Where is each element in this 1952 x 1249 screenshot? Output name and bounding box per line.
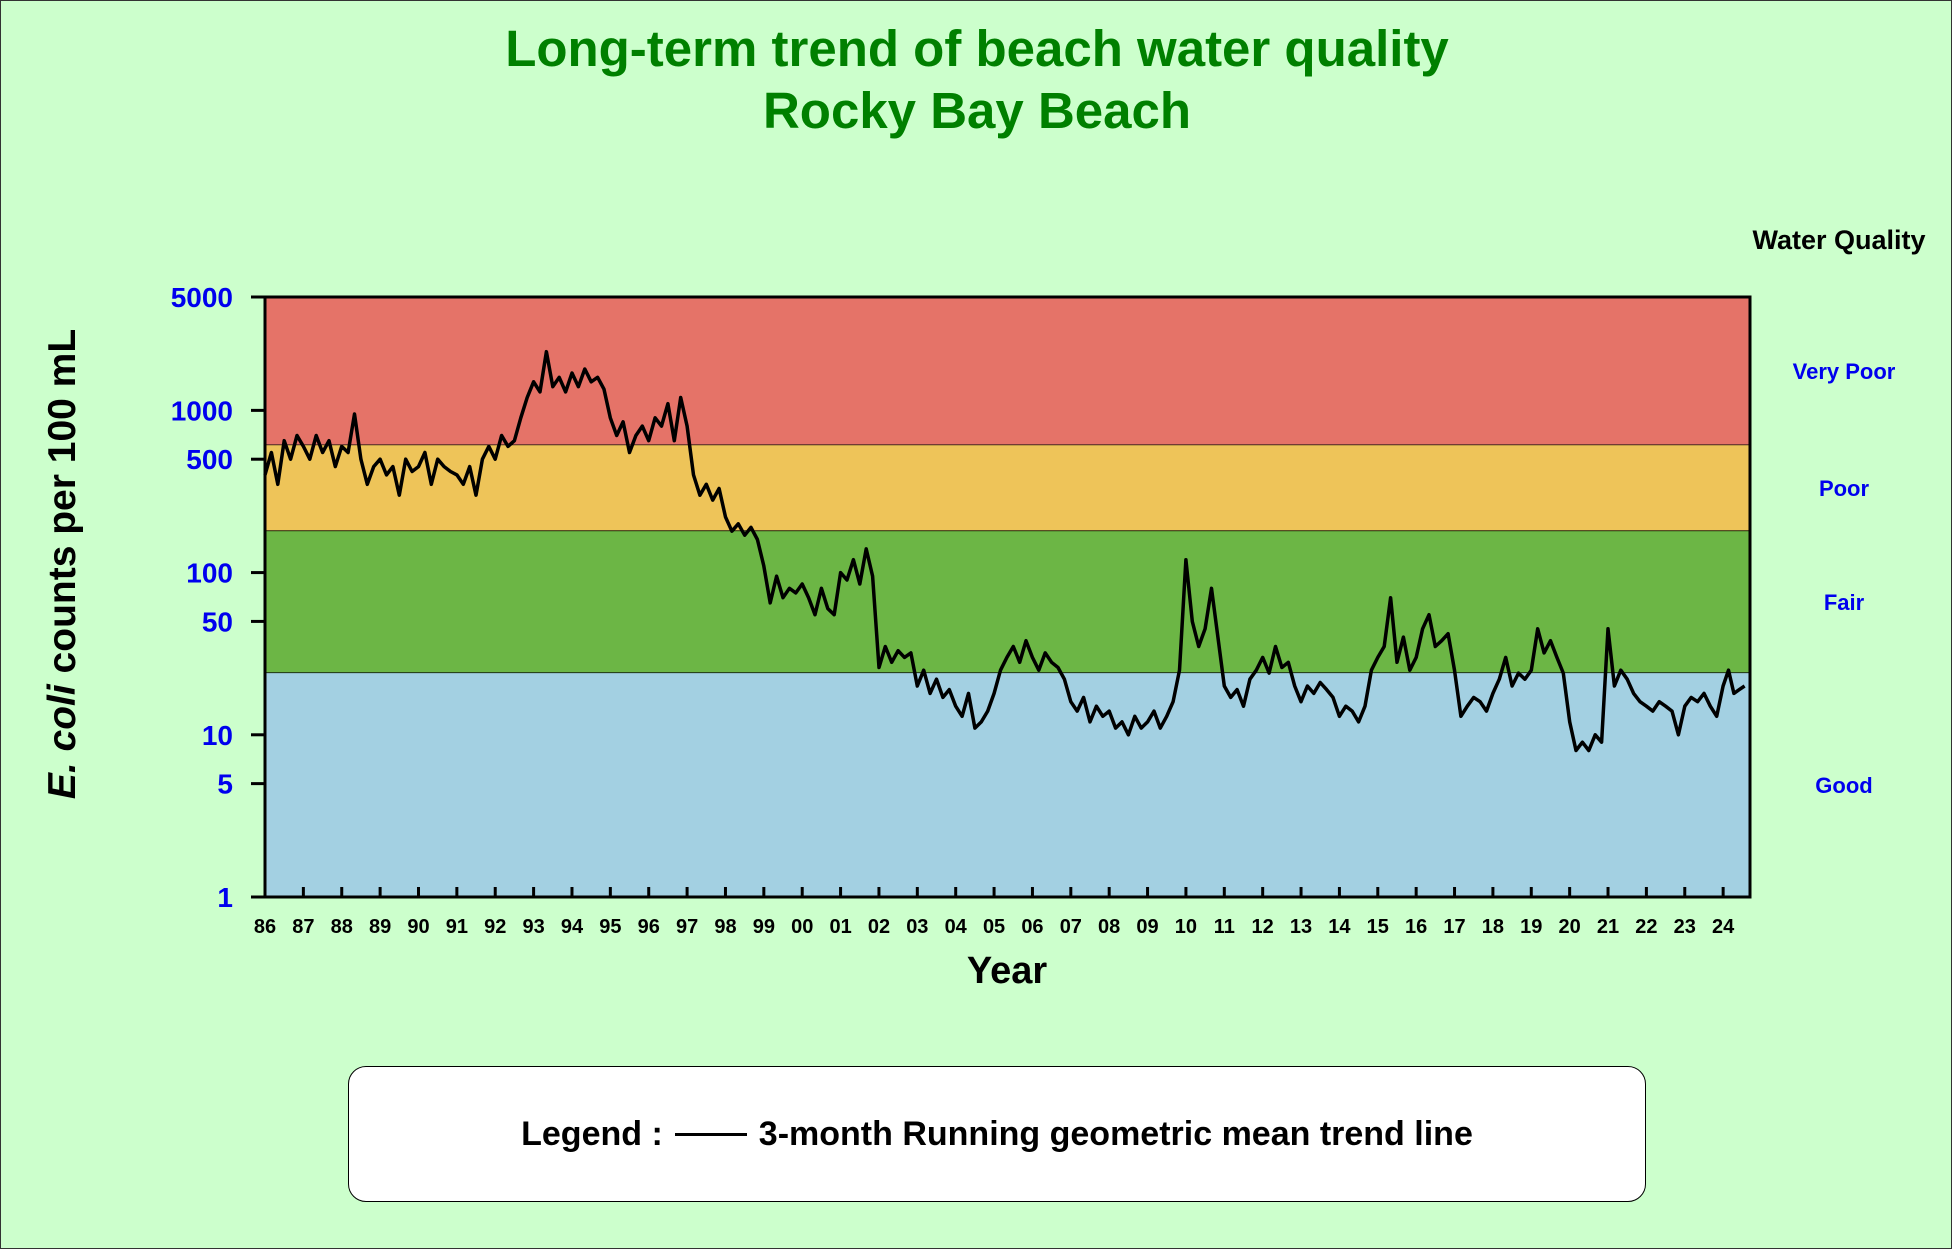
x-tick-label: 23 <box>1674 916 1696 938</box>
x-tick-label: 97 <box>676 916 698 938</box>
x-tick-label: 98 <box>714 916 736 938</box>
band-fair <box>265 531 1750 674</box>
x-tick-label: 08 <box>1098 916 1120 938</box>
x-tick-label: 90 <box>407 916 429 938</box>
x-tick-label: 09 <box>1136 916 1158 938</box>
x-tick-label: 94 <box>561 916 584 938</box>
x-tick-label: 15 <box>1367 916 1389 938</box>
x-tick-label: 95 <box>599 916 621 938</box>
y-axis-title-italic: E. coli <box>41 683 84 799</box>
x-tick-label: 07 <box>1060 916 1082 938</box>
legend-label: 3-month Running geometric mean trend lin… <box>758 1114 1473 1153</box>
x-tick-label: 21 <box>1597 916 1619 938</box>
x-tick-label: 20 <box>1559 916 1581 938</box>
x-tick-label: 24 <box>1712 916 1735 938</box>
x-tick-label: 92 <box>484 916 506 938</box>
band-label: Very Poor <box>1793 359 1896 384</box>
x-tick-label: 88 <box>331 916 353 938</box>
x-tick-label: 19 <box>1520 916 1542 938</box>
x-tick-label: 14 <box>1328 916 1351 938</box>
x-tick-label: 91 <box>446 916 468 938</box>
x-tick-label: 87 <box>292 916 314 938</box>
band-label: Poor <box>1819 476 1870 501</box>
y-tick-label: 1000 <box>171 395 233 426</box>
y-tick-label: 1 <box>217 882 233 913</box>
x-tick-label: 05 <box>983 916 1005 938</box>
y-tick-label: 5 <box>217 769 233 800</box>
x-tick-label: 89 <box>369 916 391 938</box>
x-tick-label: 06 <box>1021 916 1043 938</box>
x-tick-label: 11 <box>1214 916 1235 938</box>
x-tick-label: 22 <box>1635 916 1657 938</box>
x-tick-label: 10 <box>1175 916 1197 938</box>
band-poor <box>265 445 1750 532</box>
band-title: Water Quality <box>1752 225 1925 255</box>
band-very-poor <box>265 297 1750 446</box>
x-tick-label: 02 <box>868 916 890 938</box>
x-tick-label: 03 <box>906 916 928 938</box>
legend-box: Legend : 3-month Running geometric mean … <box>348 1066 1646 1202</box>
chart-subtitle: Rocky Bay Beach <box>762 82 1192 139</box>
band-label: Good <box>1815 773 1872 798</box>
y-tick-label: 10 <box>202 720 233 751</box>
plot-frame <box>263 295 1752 899</box>
band-label: Fair <box>1824 590 1865 615</box>
x-tick-label: 16 <box>1405 916 1427 938</box>
x-axis-title: Year <box>967 950 1048 992</box>
x-tick-label: 00 <box>791 916 813 938</box>
x-tick-label: 13 <box>1290 916 1312 938</box>
chart-title: Long-term trend of beach water quality <box>505 20 1449 77</box>
y-tick-label: 5000 <box>171 282 233 313</box>
x-tick-label: 18 <box>1482 916 1504 938</box>
x-tick-label: 17 <box>1443 916 1465 938</box>
x-tick-label: 86 <box>254 916 276 938</box>
x-tick-label: 96 <box>638 916 660 938</box>
y-axis-title: E. coli counts per 100 mL <box>41 329 84 799</box>
y-axis-title-rest: counts per 100 mL <box>41 329 84 684</box>
x-tick-label: 93 <box>522 916 544 938</box>
x-tick-label: 01 <box>829 916 851 938</box>
x-tick-label: 99 <box>753 916 775 938</box>
x-tick-label: 04 <box>945 916 968 938</box>
y-tick-label: 50 <box>202 606 233 637</box>
y-tick-label: 500 <box>186 444 233 475</box>
legend-prefix: Legend : <box>521 1114 663 1153</box>
band-good <box>265 673 1750 897</box>
y-tick-label: 100 <box>186 558 233 589</box>
x-tick-label: 12 <box>1252 916 1274 938</box>
legend-line-swatch <box>674 1132 747 1136</box>
